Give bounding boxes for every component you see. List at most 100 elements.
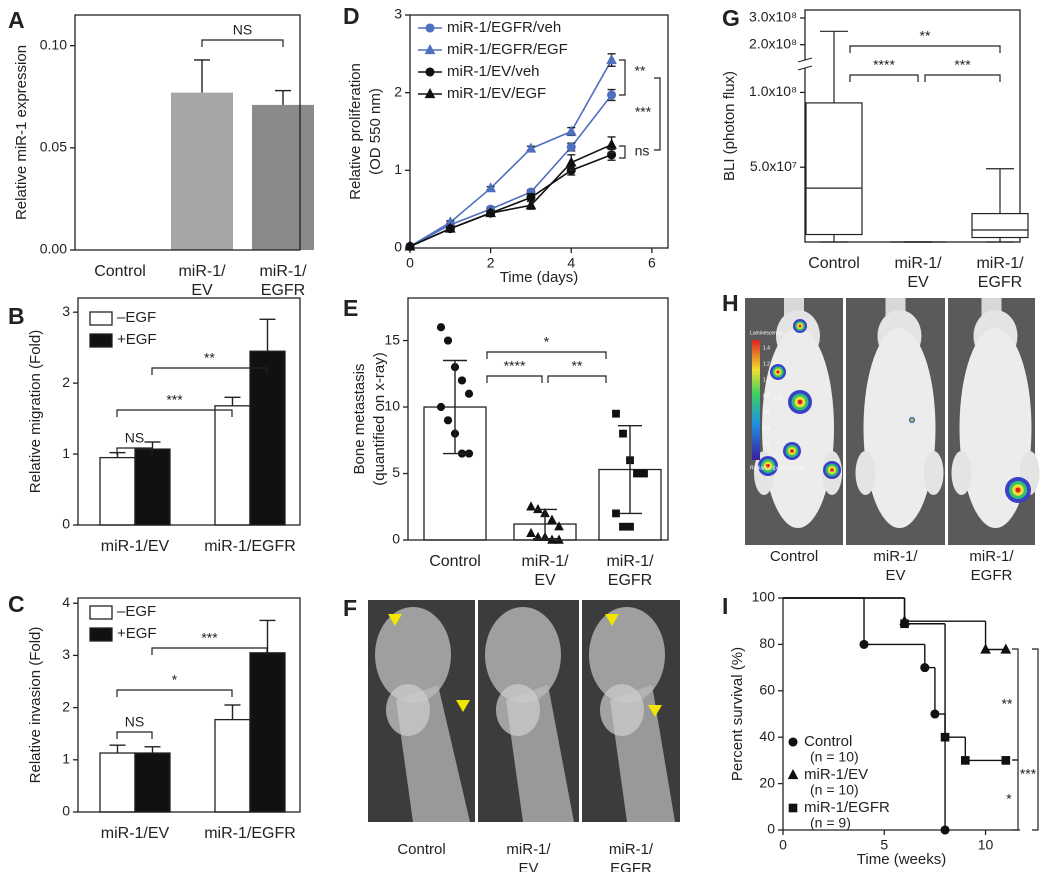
legend-marker bbox=[425, 67, 435, 77]
legend-n: (n = 10) bbox=[810, 782, 859, 798]
y-tick-label: 60 bbox=[759, 682, 775, 698]
arrowhead bbox=[605, 614, 619, 626]
colorbar bbox=[752, 340, 760, 460]
y-tick-label: 0 bbox=[62, 516, 70, 532]
mouse-leg bbox=[923, 451, 944, 495]
panel-label: D bbox=[343, 3, 360, 29]
plot-frame bbox=[407, 297, 669, 541]
significance-label: *** bbox=[1020, 766, 1037, 782]
x-tick-label: 0 bbox=[406, 255, 414, 271]
marker bbox=[525, 199, 537, 210]
legend-swatch bbox=[89, 627, 113, 642]
x-axis-label: Time (days) bbox=[500, 269, 579, 286]
x-tick-label: EV bbox=[191, 282, 213, 299]
colorbar-title: Luminescence bbox=[750, 330, 782, 336]
y-tick-label: 1 bbox=[62, 751, 70, 767]
axis-break bbox=[797, 65, 813, 71]
y-tick-label: 3.0x10⁸ bbox=[749, 9, 797, 25]
bone bbox=[375, 607, 451, 703]
significance-bracket bbox=[486, 375, 543, 383]
y-tick-label: 3 bbox=[394, 6, 402, 22]
significance-bracket bbox=[151, 367, 268, 375]
x-tick-label: miR-1/ bbox=[259, 263, 307, 280]
image-label: Control bbox=[397, 841, 445, 858]
legend-label: +EGF bbox=[117, 625, 157, 642]
significance-label: *** bbox=[635, 104, 652, 120]
legend-label: miR-1/EV/EGF bbox=[447, 85, 546, 102]
signal bbox=[830, 468, 834, 472]
y-tick-label: 2 bbox=[62, 698, 70, 714]
x-tick-label: miR-1/EV bbox=[101, 538, 170, 555]
legend-swatch bbox=[89, 605, 113, 620]
marker bbox=[436, 402, 446, 412]
colorbar-tick: 0.8 bbox=[763, 393, 770, 399]
significance-bracket bbox=[1032, 648, 1039, 831]
marker bbox=[485, 182, 496, 193]
marker bbox=[920, 663, 930, 673]
significance-bracket bbox=[116, 409, 233, 417]
mouse-leg bbox=[951, 451, 972, 495]
legend-n: (n = 10) bbox=[810, 749, 859, 765]
arrowhead bbox=[388, 614, 402, 626]
legend-label: +EGF bbox=[117, 331, 157, 348]
x-tick-label: 5 bbox=[880, 837, 888, 853]
mouse-leg bbox=[855, 451, 876, 495]
bar bbox=[214, 718, 251, 813]
mouse-body bbox=[863, 328, 936, 528]
plot-frame bbox=[77, 597, 301, 813]
marker bbox=[436, 323, 446, 332]
x-axis-label: Time (weeks) bbox=[857, 851, 946, 868]
marker bbox=[525, 142, 537, 153]
significance-bracket bbox=[849, 45, 1001, 53]
signal bbox=[776, 370, 780, 374]
marker bbox=[619, 429, 627, 438]
bone bbox=[496, 684, 540, 736]
significance-label: * bbox=[1006, 791, 1012, 807]
y-tick-label: 1.0x10⁸ bbox=[749, 83, 797, 99]
y-tick-label: 100 bbox=[752, 589, 776, 605]
legend-n: (n = 9) bbox=[810, 815, 851, 831]
panel-label: C bbox=[8, 591, 25, 617]
significance-bracket bbox=[924, 74, 1001, 82]
legend-label: miR-1/EV bbox=[804, 766, 868, 783]
y-axis-label: BLI (photon flux) bbox=[721, 71, 738, 181]
x-tick-label: EGFR bbox=[978, 274, 1022, 291]
significance-bracket bbox=[116, 447, 153, 455]
significance-bracket bbox=[547, 375, 607, 383]
box bbox=[971, 212, 1029, 239]
marker bbox=[565, 156, 577, 167]
legend-label: –EGF bbox=[117, 603, 156, 620]
y-tick-label: 4 bbox=[62, 594, 70, 610]
marker bbox=[640, 469, 648, 478]
significance-label: NS bbox=[125, 714, 144, 730]
y-tick-label: 40 bbox=[759, 728, 775, 744]
x-tick-label: Control bbox=[94, 263, 146, 280]
bone bbox=[386, 684, 430, 736]
y-axis-label: Relative miR-1 expression bbox=[13, 45, 30, 220]
legend-label: miR-1/EGFR bbox=[804, 799, 890, 816]
y-tick-label: 0.05 bbox=[40, 139, 67, 155]
y-tick-label: 5.0x10⁷ bbox=[750, 158, 797, 174]
marker bbox=[547, 514, 557, 524]
significance-bracket bbox=[619, 59, 626, 96]
panel-label: B bbox=[8, 303, 25, 329]
significance-label: NS bbox=[233, 22, 252, 38]
plot-frame bbox=[77, 297, 301, 526]
significance-bracket bbox=[486, 351, 607, 359]
legend-marker bbox=[425, 23, 435, 33]
image-label: EGFR bbox=[971, 567, 1013, 584]
significance-label: NS bbox=[125, 430, 144, 446]
x-tick-label: EGFR bbox=[261, 282, 305, 299]
image-label: EGFR bbox=[610, 860, 652, 872]
panel-label: H bbox=[722, 290, 739, 316]
legend-label: –EGF bbox=[117, 309, 156, 326]
marker bbox=[980, 643, 991, 654]
arrowhead bbox=[456, 700, 470, 712]
y-tick-label: 5 bbox=[392, 464, 400, 480]
significance-bracket bbox=[1012, 759, 1019, 831]
significance-bracket bbox=[116, 689, 233, 697]
marker bbox=[554, 521, 564, 531]
legend-label: Control bbox=[804, 733, 852, 750]
legend-marker bbox=[788, 803, 798, 813]
